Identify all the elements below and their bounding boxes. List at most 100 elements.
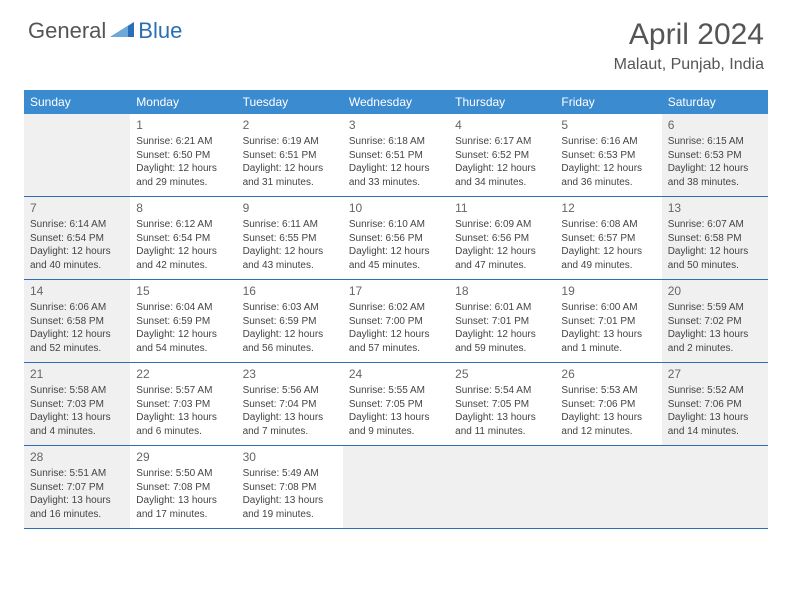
day-number: 28 — [30, 450, 124, 464]
day-info: Sunrise: 6:04 AMSunset: 6:59 PMDaylight:… — [136, 301, 230, 355]
day-cell-empty — [662, 446, 768, 528]
day-cell: 13 Sunrise: 6:07 AMSunset: 6:58 PMDayligh… — [662, 197, 768, 279]
day-number: 15 — [136, 284, 230, 298]
day-cell: 23 Sunrise: 5:56 AMSunset: 7:04 PMDayligh… — [237, 363, 343, 445]
day-info: Sunrise: 6:07 AMSunset: 6:58 PMDaylight:… — [668, 218, 762, 272]
day-info: Sunrise: 6:21 AMSunset: 6:50 PMDaylight:… — [136, 135, 230, 189]
day-cell: 4 Sunrise: 6:17 AMSunset: 6:52 PMDaylight… — [449, 114, 555, 196]
logo-text-blue: Blue — [138, 18, 182, 44]
day-cell: 25 Sunrise: 5:54 AMSunset: 7:05 PMDayligh… — [449, 363, 555, 445]
day-number: 2 — [243, 118, 337, 132]
day-number: 3 — [349, 118, 443, 132]
day-cell: 14Sunrise: 6:06 AMSunset: 6:58 PMDayligh… — [24, 280, 130, 362]
day-info: Sunrise: 5:51 AMSunset: 7:07 PMDaylight:… — [30, 467, 124, 521]
day-cell: 7 Sunrise: 6:14 AMSunset: 6:54 PMDaylight… — [24, 197, 130, 279]
day-number: 9 — [243, 201, 337, 215]
day-number: 18 — [455, 284, 549, 298]
day-cell-empty — [343, 446, 449, 528]
calendar-week: 7 Sunrise: 6:14 AMSunset: 6:54 PMDaylight… — [24, 197, 768, 280]
day-cell: 19 Sunrise: 6:00 AMSunset: 7:01 PMDayligh… — [555, 280, 661, 362]
day-number: 13 — [668, 201, 762, 215]
day-number: 24 — [349, 367, 443, 381]
header: General Blue April 2024 Malaut, Punjab, … — [0, 0, 792, 82]
day-info: Sunrise: 5:56 AMSunset: 7:04 PMDaylight:… — [243, 384, 337, 438]
day-info: Sunrise: 6:12 AMSunset: 6:54 PMDaylight:… — [136, 218, 230, 272]
day-cell-empty — [555, 446, 661, 528]
day-number: 16 — [243, 284, 337, 298]
day-cell: 24 Sunrise: 5:55 AMSunset: 7:05 PMDayligh… — [343, 363, 449, 445]
day-info: Sunrise: 5:52 AMSunset: 7:06 PMDaylight:… — [668, 384, 762, 438]
day-info: Sunrise: 5:49 AMSunset: 7:08 PMDaylight:… — [243, 467, 337, 521]
day-cell: 29 Sunrise: 5:50 AMSunset: 7:08 PMDayligh… — [130, 446, 236, 528]
day-cell: 26 Sunrise: 5:53 AMSunset: 7:06 PMDayligh… — [555, 363, 661, 445]
title-block: April 2024 Malaut, Punjab, India — [614, 18, 764, 74]
day-header: Saturday — [662, 90, 768, 114]
calendar-header-row: SundayMondayTuesdayWednesdayThursdayFrid… — [24, 90, 768, 114]
logo: General Blue — [28, 18, 182, 44]
day-number: 26 — [561, 367, 655, 381]
day-number: 25 — [455, 367, 549, 381]
day-header: Friday — [555, 90, 661, 114]
day-header: Monday — [130, 90, 236, 114]
day-cell: 2 Sunrise: 6:19 AMSunset: 6:51 PMDaylight… — [237, 114, 343, 196]
day-info: Sunrise: 5:53 AMSunset: 7:06 PMDaylight:… — [561, 384, 655, 438]
day-number: 22 — [136, 367, 230, 381]
calendar: SundayMondayTuesdayWednesdayThursdayFrid… — [24, 90, 768, 529]
day-number: 6 — [668, 118, 762, 132]
day-header: Wednesday — [343, 90, 449, 114]
day-info: Sunrise: 5:58 AMSunset: 7:03 PMDaylight:… — [30, 384, 124, 438]
calendar-body: 1 Sunrise: 6:21 AMSunset: 6:50 PMDaylight… — [24, 114, 768, 529]
day-number: 27 — [668, 367, 762, 381]
day-number: 1 — [136, 118, 230, 132]
day-info: Sunrise: 6:00 AMSunset: 7:01 PMDaylight:… — [561, 301, 655, 355]
day-number: 8 — [136, 201, 230, 215]
day-info: Sunrise: 6:14 AMSunset: 6:54 PMDaylight:… — [30, 218, 124, 272]
calendar-week: 1 Sunrise: 6:21 AMSunset: 6:50 PMDaylight… — [24, 114, 768, 197]
day-cell: 27 Sunrise: 5:52 AMSunset: 7:06 PMDayligh… — [662, 363, 768, 445]
calendar-week: 28 Sunrise: 5:51 AMSunset: 7:07 PMDayligh… — [24, 446, 768, 529]
day-info: Sunrise: 5:54 AMSunset: 7:05 PMDaylight:… — [455, 384, 549, 438]
day-info: Sunrise: 6:01 AMSunset: 7:01 PMDaylight:… — [455, 301, 549, 355]
day-cell: 28 Sunrise: 5:51 AMSunset: 7:07 PMDayligh… — [24, 446, 130, 528]
day-cell: 8 Sunrise: 6:12 AMSunset: 6:54 PMDaylight… — [130, 197, 236, 279]
day-info: Sunrise: 6:09 AMSunset: 6:56 PMDaylight:… — [455, 218, 549, 272]
day-cell: 22Sunrise: 5:57 AMSunset: 7:03 PMDayligh… — [130, 363, 236, 445]
day-number: 23 — [243, 367, 337, 381]
day-info: Sunrise: 6:06 AMSunset: 6:58 PMDaylight:… — [30, 301, 124, 355]
day-info: Sunrise: 5:55 AMSunset: 7:05 PMDaylight:… — [349, 384, 443, 438]
day-info: Sunrise: 6:16 AMSunset: 6:53 PMDaylight:… — [561, 135, 655, 189]
day-info: Sunrise: 6:15 AMSunset: 6:53 PMDaylight:… — [668, 135, 762, 189]
day-number: 30 — [243, 450, 337, 464]
day-number: 21 — [30, 367, 124, 381]
day-number: 10 — [349, 201, 443, 215]
day-cell-empty — [24, 114, 130, 196]
day-info: Sunrise: 6:17 AMSunset: 6:52 PMDaylight:… — [455, 135, 549, 189]
day-info: Sunrise: 6:03 AMSunset: 6:59 PMDaylight:… — [243, 301, 337, 355]
day-number: 12 — [561, 201, 655, 215]
day-info: Sunrise: 6:08 AMSunset: 6:57 PMDaylight:… — [561, 218, 655, 272]
day-cell: 18 Sunrise: 6:01 AMSunset: 7:01 PMDayligh… — [449, 280, 555, 362]
day-number: 29 — [136, 450, 230, 464]
day-cell: 11 Sunrise: 6:09 AMSunset: 6:56 PMDayligh… — [449, 197, 555, 279]
day-cell: 9Sunrise: 6:11 AMSunset: 6:55 PMDaylight… — [237, 197, 343, 279]
month-title: April 2024 — [614, 18, 764, 52]
day-number: 11 — [455, 201, 549, 215]
day-number: 19 — [561, 284, 655, 298]
day-cell: 20Sunrise: 5:59 AMSunset: 7:02 PMDayligh… — [662, 280, 768, 362]
day-number: 7 — [30, 201, 124, 215]
day-info: Sunrise: 6:18 AMSunset: 6:51 PMDaylight:… — [349, 135, 443, 189]
day-cell: 15 Sunrise: 6:04 AMSunset: 6:59 PMDayligh… — [130, 280, 236, 362]
day-info: Sunrise: 6:10 AMSunset: 6:56 PMDaylight:… — [349, 218, 443, 272]
day-cell: 30 Sunrise: 5:49 AMSunset: 7:08 PMDayligh… — [237, 446, 343, 528]
day-info: Sunrise: 6:02 AMSunset: 7:00 PMDaylight:… — [349, 301, 443, 355]
day-number: 20 — [668, 284, 762, 298]
day-info: Sunrise: 5:50 AMSunset: 7:08 PMDaylight:… — [136, 467, 230, 521]
day-cell: 12 Sunrise: 6:08 AMSunset: 6:57 PMDayligh… — [555, 197, 661, 279]
day-cell: 21 Sunrise: 5:58 AMSunset: 7:03 PMDayligh… — [24, 363, 130, 445]
day-info: Sunrise: 6:19 AMSunset: 6:51 PMDaylight:… — [243, 135, 337, 189]
day-number: 4 — [455, 118, 549, 132]
day-cell: 17Sunrise: 6:02 AMSunset: 7:00 PMDayligh… — [343, 280, 449, 362]
calendar-week: 21 Sunrise: 5:58 AMSunset: 7:03 PMDayligh… — [24, 363, 768, 446]
day-header: Sunday — [24, 90, 130, 114]
day-cell: 3 Sunrise: 6:18 AMSunset: 6:51 PMDaylight… — [343, 114, 449, 196]
